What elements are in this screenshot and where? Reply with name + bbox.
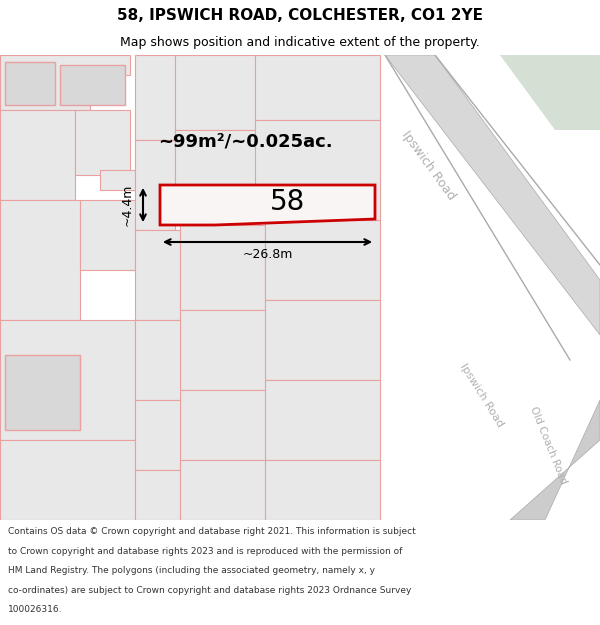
Polygon shape: [135, 55, 175, 140]
Polygon shape: [5, 355, 80, 430]
Polygon shape: [0, 320, 135, 440]
Polygon shape: [135, 230, 180, 320]
Polygon shape: [0, 200, 80, 320]
Text: Ipswich Road: Ipswich Road: [398, 128, 457, 202]
Polygon shape: [0, 55, 130, 110]
Text: co-ordinates) are subject to Crown copyright and database rights 2023 Ordnance S: co-ordinates) are subject to Crown copyr…: [8, 586, 411, 594]
Polygon shape: [135, 320, 180, 400]
Text: 58, IPSWICH ROAD, COLCHESTER, CO1 2YE: 58, IPSWICH ROAD, COLCHESTER, CO1 2YE: [117, 8, 483, 23]
Text: Map shows position and indicative extent of the property.: Map shows position and indicative extent…: [120, 36, 480, 49]
Polygon shape: [5, 62, 55, 105]
Polygon shape: [385, 55, 600, 335]
Polygon shape: [100, 170, 135, 190]
Text: ~26.8m: ~26.8m: [242, 249, 293, 261]
Polygon shape: [175, 130, 260, 225]
Polygon shape: [265, 300, 380, 380]
Polygon shape: [80, 200, 135, 270]
Polygon shape: [60, 65, 125, 105]
Polygon shape: [180, 460, 265, 520]
Polygon shape: [75, 110, 130, 175]
Text: to Crown copyright and database rights 2023 and is reproduced with the permissio: to Crown copyright and database rights 2…: [8, 547, 402, 556]
Polygon shape: [0, 440, 135, 520]
Text: ~99m²/~0.025ac.: ~99m²/~0.025ac.: [158, 133, 332, 151]
Polygon shape: [180, 310, 265, 390]
Polygon shape: [180, 390, 265, 460]
Polygon shape: [265, 220, 380, 300]
Text: Contains OS data © Crown copyright and database right 2021. This information is : Contains OS data © Crown copyright and d…: [8, 528, 416, 536]
Text: Ipswich Road: Ipswich Road: [458, 361, 506, 429]
Polygon shape: [510, 400, 600, 520]
Polygon shape: [255, 120, 380, 220]
Text: 100026316.: 100026316.: [8, 605, 62, 614]
Polygon shape: [500, 55, 600, 130]
Text: HM Land Registry. The polygons (including the associated geometry, namely x, y: HM Land Registry. The polygons (includin…: [8, 566, 375, 575]
Polygon shape: [180, 225, 265, 310]
Text: ~4.4m: ~4.4m: [121, 184, 133, 226]
Polygon shape: [0, 110, 75, 200]
Polygon shape: [135, 400, 180, 470]
Polygon shape: [160, 185, 375, 225]
Polygon shape: [265, 460, 380, 520]
Text: Old Coach Road: Old Coach Road: [528, 405, 568, 485]
Polygon shape: [255, 55, 380, 120]
Polygon shape: [135, 140, 175, 230]
Polygon shape: [175, 55, 255, 130]
Polygon shape: [265, 380, 380, 460]
Polygon shape: [135, 470, 180, 520]
Text: 58: 58: [271, 188, 305, 216]
